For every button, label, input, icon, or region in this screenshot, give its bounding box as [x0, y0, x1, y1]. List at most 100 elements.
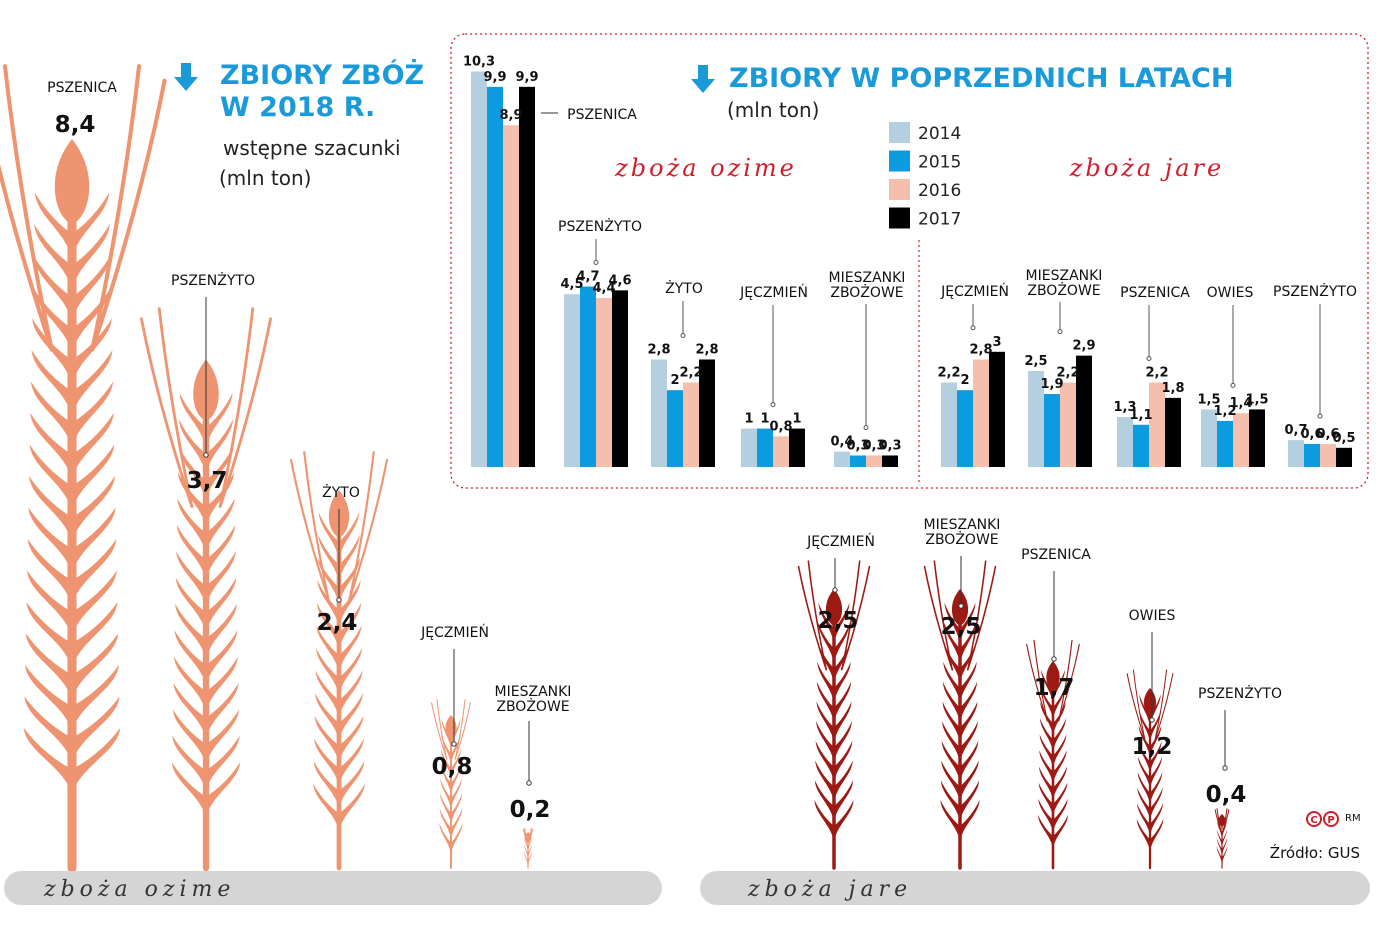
bar-value-winter-3-2015: 1 — [760, 412, 769, 427]
source-label: Źródło: GUS — [1270, 843, 1360, 862]
bar-spring-4-2016 — [1320, 443, 1336, 467]
spring-2018-wheat-2 — [1026, 639, 1080, 870]
bar-spring-1-2015 — [1044, 394, 1060, 467]
spring-2018-value-3: 1,2 — [1132, 734, 1173, 760]
legend-swatch-2017 — [889, 207, 910, 229]
winter-2018-wheat-3 — [431, 699, 471, 869]
wheat-icons-layer: PSZENICA 8,4 PSZENŻYTO 3,7 ŻYTO 2,4 JĘCZMIEŃ 0,… — [0, 64, 1282, 873]
bar-category-leader-dot-0-4 — [863, 425, 869, 431]
bar-value-winter-4-2016: 0,3 — [862, 438, 885, 453]
legend-swatch-2014 — [889, 122, 910, 143]
bar-value-spring-1-2017: 2,9 — [1072, 339, 1095, 354]
winter-2018-leader-dot-4 — [526, 780, 532, 786]
winter-2018-value-2: 2,4 — [317, 610, 358, 636]
bar-value-spring-4-2017: 0,5 — [1332, 431, 1355, 446]
spring-2018-wheat-0 — [797, 560, 871, 870]
bar-category-leader-dot-0-2 — [680, 332, 686, 338]
bar-spring-2-2015 — [1133, 424, 1149, 467]
winter-2018-value-4: 0,2 — [510, 797, 551, 823]
bar-winter-1-2016 — [596, 298, 612, 467]
bar-spring-1-2016 — [1060, 382, 1076, 467]
copyright-icon-glyph: C — [1310, 815, 1317, 826]
bar-category-leader-dot-0-3 — [770, 402, 776, 408]
winter-2018-label-3: JĘCZMIEŃ — [420, 623, 489, 641]
left-title-block: ZBIORY ZBÓŻ W 2018 R. wstępne szacunki (… — [174, 59, 424, 190]
spring-2018-wheat-3 — [1126, 669, 1174, 870]
bar-winter-4-2017 — [882, 455, 898, 467]
bar-value-winter-3-2017: 1 — [792, 412, 801, 427]
bar-category-leader-dot-0-1 — [593, 260, 599, 266]
bar-winter-0-2014 — [471, 71, 487, 467]
bar-value-winter-0-2015: 9,9 — [483, 70, 506, 85]
spring-2018-label-3: OWIES — [1129, 608, 1176, 624]
bar-value-spring-1-2014: 2,5 — [1024, 354, 1047, 369]
bar-category-leader-dot-1-2 — [1146, 356, 1152, 362]
bar-value-winter-4-2014: 0,4 — [830, 435, 853, 450]
author-credit: RM — [1345, 813, 1361, 824]
legend-label-2014: 2014 — [918, 124, 961, 144]
press-icon — [1323, 811, 1339, 827]
arrow-down-icon — [691, 65, 715, 93]
bar-value-spring-4-2016: 0,6 — [1316, 427, 1339, 442]
bar-winter-2-2014 — [651, 359, 667, 467]
bar-value-winter-3-2016: 0,8 — [769, 419, 792, 434]
bar-spring-2-2017 — [1165, 397, 1181, 467]
bar-value-winter-0-2016: 8,9 — [499, 108, 522, 123]
left-subtitle-estimates: wstępne szacunki — [223, 136, 401, 160]
credit-block: C P RM Źródło: GUS — [1270, 811, 1361, 862]
grouped-bars: 10,39,98,99,9PSZENICA4,54,74,44,6PSZENŻY… — [463, 54, 1357, 468]
bar-spring-0-2017 — [989, 351, 1005, 467]
bar-value-winter-1-2015: 4,7 — [576, 270, 599, 285]
bar-winter-3-2017 — [789, 428, 805, 467]
spring-2018-label-1: MIESZANKI — [924, 517, 1001, 533]
winter-2018-label-0: PSZENICA — [47, 80, 117, 96]
winter-2018-wheat-4 — [522, 827, 534, 869]
winter-2018-value-1: 3,7 — [187, 468, 228, 494]
spring-2018-leader-dot-3 — [1149, 717, 1155, 723]
bar-category-0-0: PSZENICA — [567, 107, 637, 123]
bar-winter-2-2016 — [683, 382, 699, 467]
spring-2018-leader-dot-4 — [1222, 765, 1228, 771]
bar-category-leader-dot-1-4 — [1317, 413, 1323, 419]
bar-value-spring-4-2015: 0,6 — [1300, 427, 1323, 442]
winter-2018-wheat-0 — [0, 64, 167, 873]
copyright-icon — [1306, 811, 1322, 827]
bar-spring-4-2017 — [1336, 447, 1352, 467]
bar-category-0-4: MIESZANKI — [829, 270, 906, 286]
bar-category-0-2: ŻYTO — [665, 279, 703, 297]
bar-category-1-1: MIESZANKI — [1026, 268, 1103, 284]
spring-2018-value-0: 2,5 — [818, 608, 859, 634]
arrow-down-icon — [174, 63, 198, 91]
bar-winter-2-2015 — [667, 390, 683, 467]
bar-winter-0-2017 — [519, 86, 535, 467]
winter-2018-leader-dot-2 — [336, 597, 342, 603]
spring-2018-value-4: 0,4 — [1206, 782, 1247, 808]
bar-winter-0-2015 — [487, 86, 503, 467]
legend-label-2015: 2015 — [918, 153, 961, 173]
spring-2018-value-1: 2,5 — [941, 614, 982, 640]
bar-category-leader-dot-1-1 — [1057, 329, 1063, 335]
spring-2018-label-2: PSZENICA — [1021, 547, 1091, 563]
winter-2018-label-4: MIESZANKI — [495, 684, 572, 700]
bar-winter-3-2015 — [757, 428, 773, 467]
bar-value-winter-0-2017: 9,9 — [515, 70, 538, 85]
bar-winter-1-2014 — [564, 294, 580, 467]
bar-spring-2-2016 — [1149, 382, 1165, 467]
bar-value-spring-3-2016: 1,4 — [1229, 396, 1252, 411]
bar-value-winter-0-2014: 10,3 — [463, 54, 495, 69]
spring-2018-leader-dot-2 — [1051, 656, 1057, 662]
bar-category-leader-dot-1-0 — [970, 325, 976, 331]
previous-years-chart: zboża ozime zboża jare 2014201520162017 … — [450, 33, 1369, 489]
bar-value-spring-0-2014: 2,2 — [937, 366, 960, 381]
bar-value-spring-3-2015: 1,2 — [1213, 404, 1236, 419]
spring-2018-leader-dot-0 — [832, 587, 838, 593]
bar-spring-2-2014 — [1117, 417, 1133, 467]
bar-value-winter-2-2017: 2,8 — [695, 342, 718, 357]
winter-2018-wheat-1 — [140, 307, 272, 872]
spring-2018-label-0: JĘCZMIEŃ — [806, 532, 875, 550]
bar-category-leader-dot-1-3 — [1230, 382, 1236, 388]
winter-2018-leader-dot-1 — [203, 452, 209, 458]
press-icon-glyph: P — [1327, 815, 1334, 826]
bar-category-0-4-line2: ZBOŻOWE — [830, 283, 903, 301]
